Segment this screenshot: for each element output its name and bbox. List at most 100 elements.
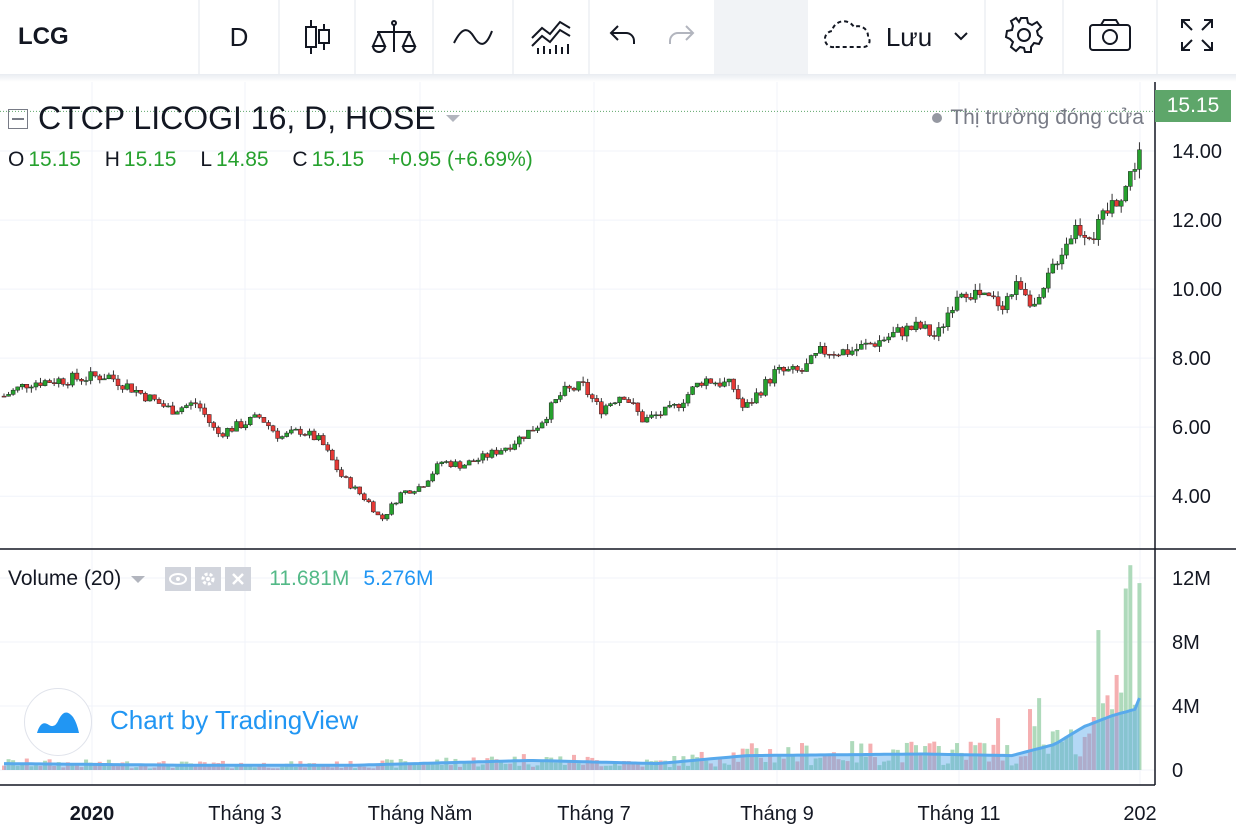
candle-body [1087,237,1092,240]
eye-icon[interactable] [165,567,192,591]
volume-bar [841,760,846,770]
settings-button[interactable] [986,0,1062,74]
volume-bar [1096,630,1101,770]
collapse-icon[interactable] [8,108,28,129]
candle-body [986,292,992,297]
candle-body [1082,235,1087,238]
candle-body [849,350,855,355]
volume-bar [1119,692,1124,770]
caret-down-icon[interactable] [445,115,460,122]
candle-body [758,392,764,396]
volume-bar [1087,733,1092,770]
redo-icon[interactable] [666,22,696,53]
candle-body [489,449,495,458]
volume-bar [79,767,84,770]
symbol-search-button[interactable]: LCG [0,0,198,74]
candle-body [804,363,809,372]
volume-bar [891,749,896,770]
candle-body [403,490,408,493]
wave-icon [452,25,494,49]
candle-body [480,453,486,461]
volume-bar [1078,756,1083,770]
candle-body [371,501,376,513]
volume-value: 11.681M [269,567,350,590]
interval-label: D [229,21,249,52]
candle-body [115,378,121,386]
candle-body [517,436,522,445]
candle-body [184,405,189,408]
last-price-label: 15.15 [1155,90,1231,122]
volume-bar [717,758,722,770]
volume-bar [1073,754,1078,770]
volume-bar [763,761,768,770]
candle-body [133,390,139,393]
snapshot-button[interactable] [1064,0,1156,74]
candle-body [88,371,93,381]
volume-bar [175,763,180,770]
candle-body [963,293,969,298]
candle-body [47,380,52,383]
volume-bar [116,766,120,770]
templates-button[interactable] [514,0,588,74]
volume-bar [147,768,152,770]
candle-body [416,486,422,492]
volume-bar [886,760,891,770]
candle-body [548,402,554,420]
candle-body [530,429,536,432]
volume-bar [38,765,43,770]
tradingview-brand[interactable]: Chart by TradingView [110,705,359,735]
price-tick-label: 6.00 [1172,417,1211,439]
candle-body [767,379,773,384]
fullscreen-button[interactable] [1158,0,1236,74]
candle-body [216,427,221,434]
candle-body [1023,289,1028,296]
volume-bar [321,765,326,770]
candle-body [909,325,914,331]
candle-body [471,460,476,462]
remove-icon[interactable] [225,567,252,591]
indicators-button[interactable] [434,0,512,74]
candle-body [895,327,901,333]
volume-bar [772,762,777,770]
candle-body [822,346,828,355]
undo-icon[interactable] [608,22,638,53]
volume-bar [489,756,494,770]
volume-bar [585,756,590,770]
top-toolbar: LCG D Lưu [0,0,1236,74]
volume-bar [20,763,25,770]
candle-body [361,493,367,500]
candle-body [836,354,841,357]
settings-small-icon[interactable] [195,567,222,591]
volume-bar [676,765,681,770]
compare-button[interactable] [356,0,432,74]
price-chart[interactable]: 4.00 6.00 8.00 10.00 12.00 14.00 0 4M 8M 12M 2020 T… [0,82,1236,828]
candle-body [995,296,1001,307]
volume-bar [781,758,786,770]
volume-tick-label: 4M [1172,696,1200,718]
symbol-title: CTCP LICOGI 16, D, HOSE [8,100,460,137]
price-tick-label: 12.00 [1172,210,1222,232]
candle-body [631,402,636,404]
candle-body [289,429,294,434]
volume-bar [986,761,991,770]
volume-bar [471,757,476,770]
candle-body [421,486,426,488]
candle-body [462,464,467,469]
volume-bar [1091,716,1096,770]
tradingview-logo[interactable] [24,688,92,756]
volume-legend: Volume (20) 11.681M 5.276M [8,567,433,591]
volume-bar [530,766,535,770]
interval-button[interactable]: D [200,0,278,74]
save-button[interactable]: Lưu [808,0,984,74]
candle-body [444,461,449,463]
chart-type-button[interactable] [280,0,354,74]
compare-scale-icon [371,18,417,56]
volume-bar [15,765,20,770]
volume-bar [480,764,485,770]
volume-bar [818,757,823,770]
volume-bar [727,764,732,770]
volume-bar [991,744,996,770]
volume-caret-icon[interactable] [131,575,146,583]
volume-bar [138,764,143,770]
candle-body [179,407,185,413]
